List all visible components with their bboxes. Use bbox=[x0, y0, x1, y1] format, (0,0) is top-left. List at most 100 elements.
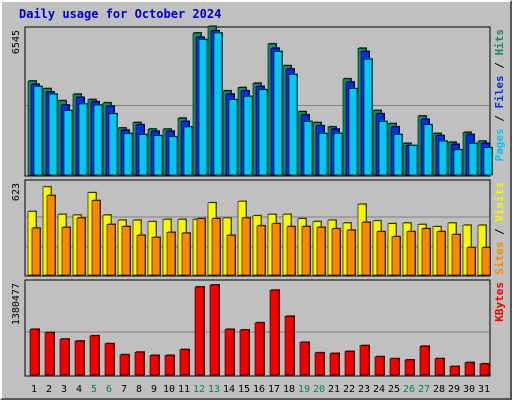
day-label: 27 bbox=[418, 384, 430, 395]
chart-title: Daily usage for October 2024 bbox=[19, 7, 222, 21]
bar-kbytes bbox=[74, 340, 85, 376]
bar-sites bbox=[361, 221, 371, 276]
bar-sites bbox=[241, 217, 251, 276]
day-label: 6 bbox=[106, 384, 112, 395]
bar-kbytes bbox=[299, 342, 310, 376]
series-label-part: / bbox=[493, 56, 506, 76]
bar-pages bbox=[183, 126, 193, 176]
bar-kbytes bbox=[254, 322, 265, 376]
bar-pages bbox=[198, 39, 208, 176]
bar-kbytes bbox=[464, 362, 475, 376]
bar-pages bbox=[243, 96, 253, 176]
bar-sites bbox=[106, 224, 116, 276]
series-label-part: KBytes bbox=[493, 282, 506, 322]
bar-kbytes bbox=[374, 356, 385, 376]
day-label: 20 bbox=[313, 384, 325, 395]
bar-kbytes bbox=[314, 352, 325, 376]
bar-sites bbox=[331, 228, 341, 276]
bar-kbytes bbox=[434, 358, 445, 376]
day-label: 10 bbox=[163, 384, 175, 395]
bar-kbytes bbox=[179, 349, 190, 376]
bar-pages bbox=[138, 134, 148, 176]
bar-kbytes bbox=[449, 366, 460, 376]
day-label: 21 bbox=[328, 384, 340, 395]
bar-sites bbox=[46, 195, 56, 276]
series-label-part: / bbox=[493, 109, 506, 129]
day-label: 5 bbox=[91, 384, 97, 395]
day-label: 17 bbox=[268, 384, 280, 395]
bar-kbytes bbox=[209, 284, 220, 376]
bar-sites bbox=[301, 226, 311, 276]
day-label: 26 bbox=[403, 384, 415, 395]
bar-sites bbox=[151, 237, 161, 276]
bar-sites bbox=[76, 217, 86, 276]
day-label: 28 bbox=[433, 384, 445, 395]
bar-kbytes bbox=[224, 329, 235, 376]
bar-kbytes bbox=[419, 346, 430, 376]
day-label: 4 bbox=[76, 384, 82, 395]
bar-kbytes bbox=[164, 355, 175, 376]
bar-kbytes bbox=[239, 329, 250, 376]
bar-kbytes bbox=[119, 354, 130, 376]
day-label: 8 bbox=[136, 384, 142, 395]
bar-pages bbox=[33, 86, 43, 176]
bar-pages bbox=[288, 74, 298, 176]
bar-pages bbox=[438, 140, 448, 176]
bar-sites bbox=[61, 227, 71, 276]
bar-sites bbox=[376, 231, 386, 276]
day-label: 3 bbox=[61, 384, 67, 395]
series-label: KBytes bbox=[493, 282, 506, 322]
bar-kbytes bbox=[194, 286, 205, 376]
bar-kbytes bbox=[104, 343, 115, 376]
series-label-part: Files bbox=[493, 75, 506, 108]
day-label: 19 bbox=[298, 384, 310, 395]
bar-pages bbox=[423, 124, 433, 176]
bar-pages bbox=[303, 121, 313, 176]
day-label: 25 bbox=[388, 384, 400, 395]
bar-sites bbox=[226, 234, 236, 276]
bar-kbytes bbox=[149, 355, 160, 376]
bar-kbytes bbox=[59, 338, 70, 376]
bar-pages bbox=[483, 147, 493, 176]
bar-sites bbox=[451, 234, 461, 276]
bar-pages bbox=[408, 145, 418, 176]
bar-pages bbox=[168, 136, 178, 176]
bar-kbytes bbox=[389, 358, 400, 376]
bar-pages bbox=[363, 58, 373, 176]
bar-kbytes bbox=[404, 359, 415, 376]
day-label: 13 bbox=[208, 384, 220, 395]
bar-pages bbox=[213, 32, 223, 176]
bar-pages bbox=[453, 149, 463, 176]
bar-sites bbox=[91, 200, 101, 276]
bar-kbytes bbox=[29, 329, 40, 376]
day-label: 22 bbox=[343, 384, 355, 395]
bar-pages bbox=[93, 104, 103, 176]
bar-pages bbox=[258, 89, 268, 176]
day-label: 12 bbox=[193, 384, 205, 395]
bar-pages bbox=[153, 135, 163, 176]
day-label: 31 bbox=[478, 384, 490, 395]
series-label-part: Sites bbox=[493, 242, 506, 275]
bar-sites bbox=[121, 226, 131, 276]
bar-sites bbox=[166, 232, 176, 276]
day-label: 14 bbox=[223, 384, 235, 395]
bar-sites bbox=[466, 247, 476, 276]
bar-sites bbox=[196, 218, 206, 276]
bar-pages bbox=[468, 143, 478, 176]
series-label-part: Pages bbox=[493, 128, 506, 161]
bar-kbytes bbox=[134, 351, 145, 376]
series-label-part: / bbox=[493, 222, 506, 242]
bar-pages bbox=[108, 113, 118, 176]
bar-kbytes bbox=[89, 335, 100, 376]
bar-sites bbox=[406, 231, 416, 276]
bar-pages bbox=[378, 121, 388, 176]
day-label: 2 bbox=[46, 384, 52, 395]
bar-kbytes bbox=[329, 353, 340, 376]
bar-kbytes bbox=[344, 351, 355, 376]
bar-sites bbox=[391, 236, 401, 276]
max-value-label: 623 bbox=[11, 183, 22, 201]
bar-sites bbox=[271, 223, 281, 276]
bar-kbytes bbox=[284, 316, 295, 376]
day-label: 7 bbox=[121, 384, 127, 395]
